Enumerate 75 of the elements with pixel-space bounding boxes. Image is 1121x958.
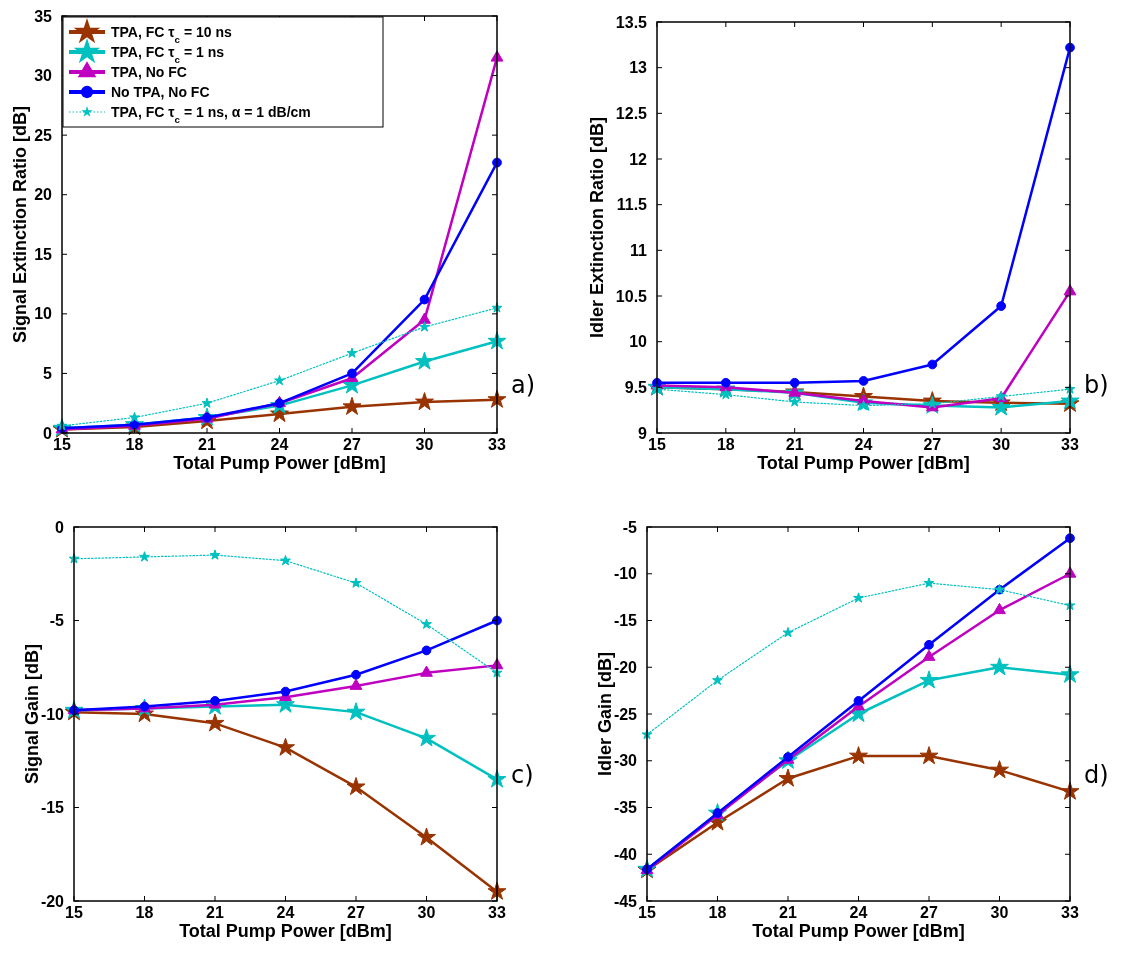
x-tick-label: 27 bbox=[920, 904, 938, 921]
x-tick-label: 30 bbox=[417, 904, 436, 921]
y-tick-label: 30 bbox=[34, 67, 53, 85]
x-tick-label: 18 bbox=[716, 436, 735, 453]
x-tick-label: 33 bbox=[1061, 436, 1079, 453]
x-tick-label: 33 bbox=[488, 436, 506, 453]
legend-label: TPA, FC τ$_{c}$ = 10 ns bbox=[111, 23, 232, 45]
y-tick-label: 20 bbox=[34, 186, 53, 204]
y-tick-label: -25 bbox=[613, 705, 638, 723]
y-tick-label: 12 bbox=[629, 150, 648, 168]
x-axis-title: Total Pump Power [dBm] bbox=[757, 453, 970, 473]
y-axis-title: Signal Extinction Ratio [dB] bbox=[10, 106, 30, 343]
x-tick-label: 21 bbox=[206, 904, 224, 921]
y-tick-label: -45 bbox=[613, 892, 638, 910]
y-tick-label: -15 bbox=[40, 799, 65, 817]
text: c) bbox=[511, 761, 534, 789]
y-tick-label: 13 bbox=[629, 59, 648, 77]
y-tick-label: -20 bbox=[613, 658, 638, 676]
y-tick-label: 10 bbox=[34, 305, 53, 323]
legend-label: TPA, FC τ$_{c}$ = 1 ns, α = 1 dB/cm bbox=[111, 103, 311, 125]
y-tick-label: 25 bbox=[34, 126, 53, 144]
y-tick-label: 11 bbox=[630, 241, 648, 259]
x-tick-label: 24 bbox=[854, 436, 873, 453]
y-tick-label: 13.5 bbox=[615, 13, 648, 31]
y-tick-label: 12.5 bbox=[615, 104, 648, 122]
y-tick-label: -5 bbox=[49, 612, 65, 630]
legend-label: TPA, No FC bbox=[111, 63, 187, 80]
y-axis-title: Signal Gain [dB] bbox=[22, 643, 42, 785]
y-tick-label: 10 bbox=[629, 333, 648, 351]
legend-label: No TPA, No FC bbox=[111, 83, 210, 100]
x-tick-label: 15 bbox=[648, 436, 666, 453]
y-tick-label: -10 bbox=[40, 705, 65, 723]
y-tick-label: 15 bbox=[34, 245, 53, 263]
y-tick-label: -35 bbox=[613, 799, 638, 817]
x-tick-label: 27 bbox=[343, 436, 361, 453]
x-tick-label: 15 bbox=[65, 904, 83, 921]
x-tick-label: 30 bbox=[990, 904, 1009, 921]
y-tick-label: -15 bbox=[613, 612, 638, 630]
x-tick-label: 24 bbox=[270, 436, 289, 453]
y-tick-label: 5 bbox=[43, 365, 53, 383]
y-tick-label: 0 bbox=[55, 518, 65, 536]
x-tick-label: 18 bbox=[708, 904, 727, 921]
y-tick-label: -10 bbox=[613, 565, 638, 583]
y-tick-label: 35 bbox=[34, 7, 53, 25]
x-tick-label: 33 bbox=[1061, 904, 1079, 921]
x-tick-label: 18 bbox=[135, 904, 154, 921]
y-axis-title: Idler Extinction Ratio [dB] bbox=[587, 116, 607, 339]
x-tick-label: 30 bbox=[992, 436, 1011, 453]
x-axis-title: Total Pump Power [dBm] bbox=[179, 921, 392, 941]
y-tick-label: -20 bbox=[40, 892, 65, 910]
x-tick-label: 21 bbox=[785, 436, 804, 453]
legend-label: TPA, FC τ$_{c}$ = 1 ns bbox=[111, 43, 225, 65]
x-tick-label: 21 bbox=[779, 904, 797, 921]
x-tick-label: 24 bbox=[276, 904, 295, 921]
y-tick-label: 9.5 bbox=[624, 378, 648, 396]
x-axis-title: Total Pump Power [dBm] bbox=[752, 921, 965, 941]
x-tick-label: 27 bbox=[347, 904, 365, 921]
x-tick-label: 30 bbox=[415, 436, 434, 453]
y-tick-label: -30 bbox=[613, 752, 638, 770]
text: d) bbox=[1084, 761, 1109, 789]
x-tick-label: 18 bbox=[125, 436, 144, 453]
y-tick-label: -40 bbox=[613, 845, 638, 863]
x-tick-label: 27 bbox=[923, 436, 942, 453]
text: b) bbox=[1084, 371, 1109, 399]
y-tick-label: 11.5 bbox=[616, 196, 648, 214]
y-tick-label: -5 bbox=[622, 518, 638, 536]
x-axis-title: Total Pump Power [dBm] bbox=[173, 453, 386, 473]
x-tick-label: 21 bbox=[198, 436, 216, 453]
y-axis-title: Idler Gain [dB] bbox=[595, 651, 615, 777]
y-tick-label: 0 bbox=[43, 424, 53, 442]
text: a) bbox=[511, 371, 536, 399]
x-tick-label: 33 bbox=[488, 904, 506, 921]
y-tick-label: 9 bbox=[638, 424, 648, 442]
x-tick-label: 24 bbox=[849, 904, 868, 921]
y-tick-label: 10.5 bbox=[615, 287, 648, 305]
